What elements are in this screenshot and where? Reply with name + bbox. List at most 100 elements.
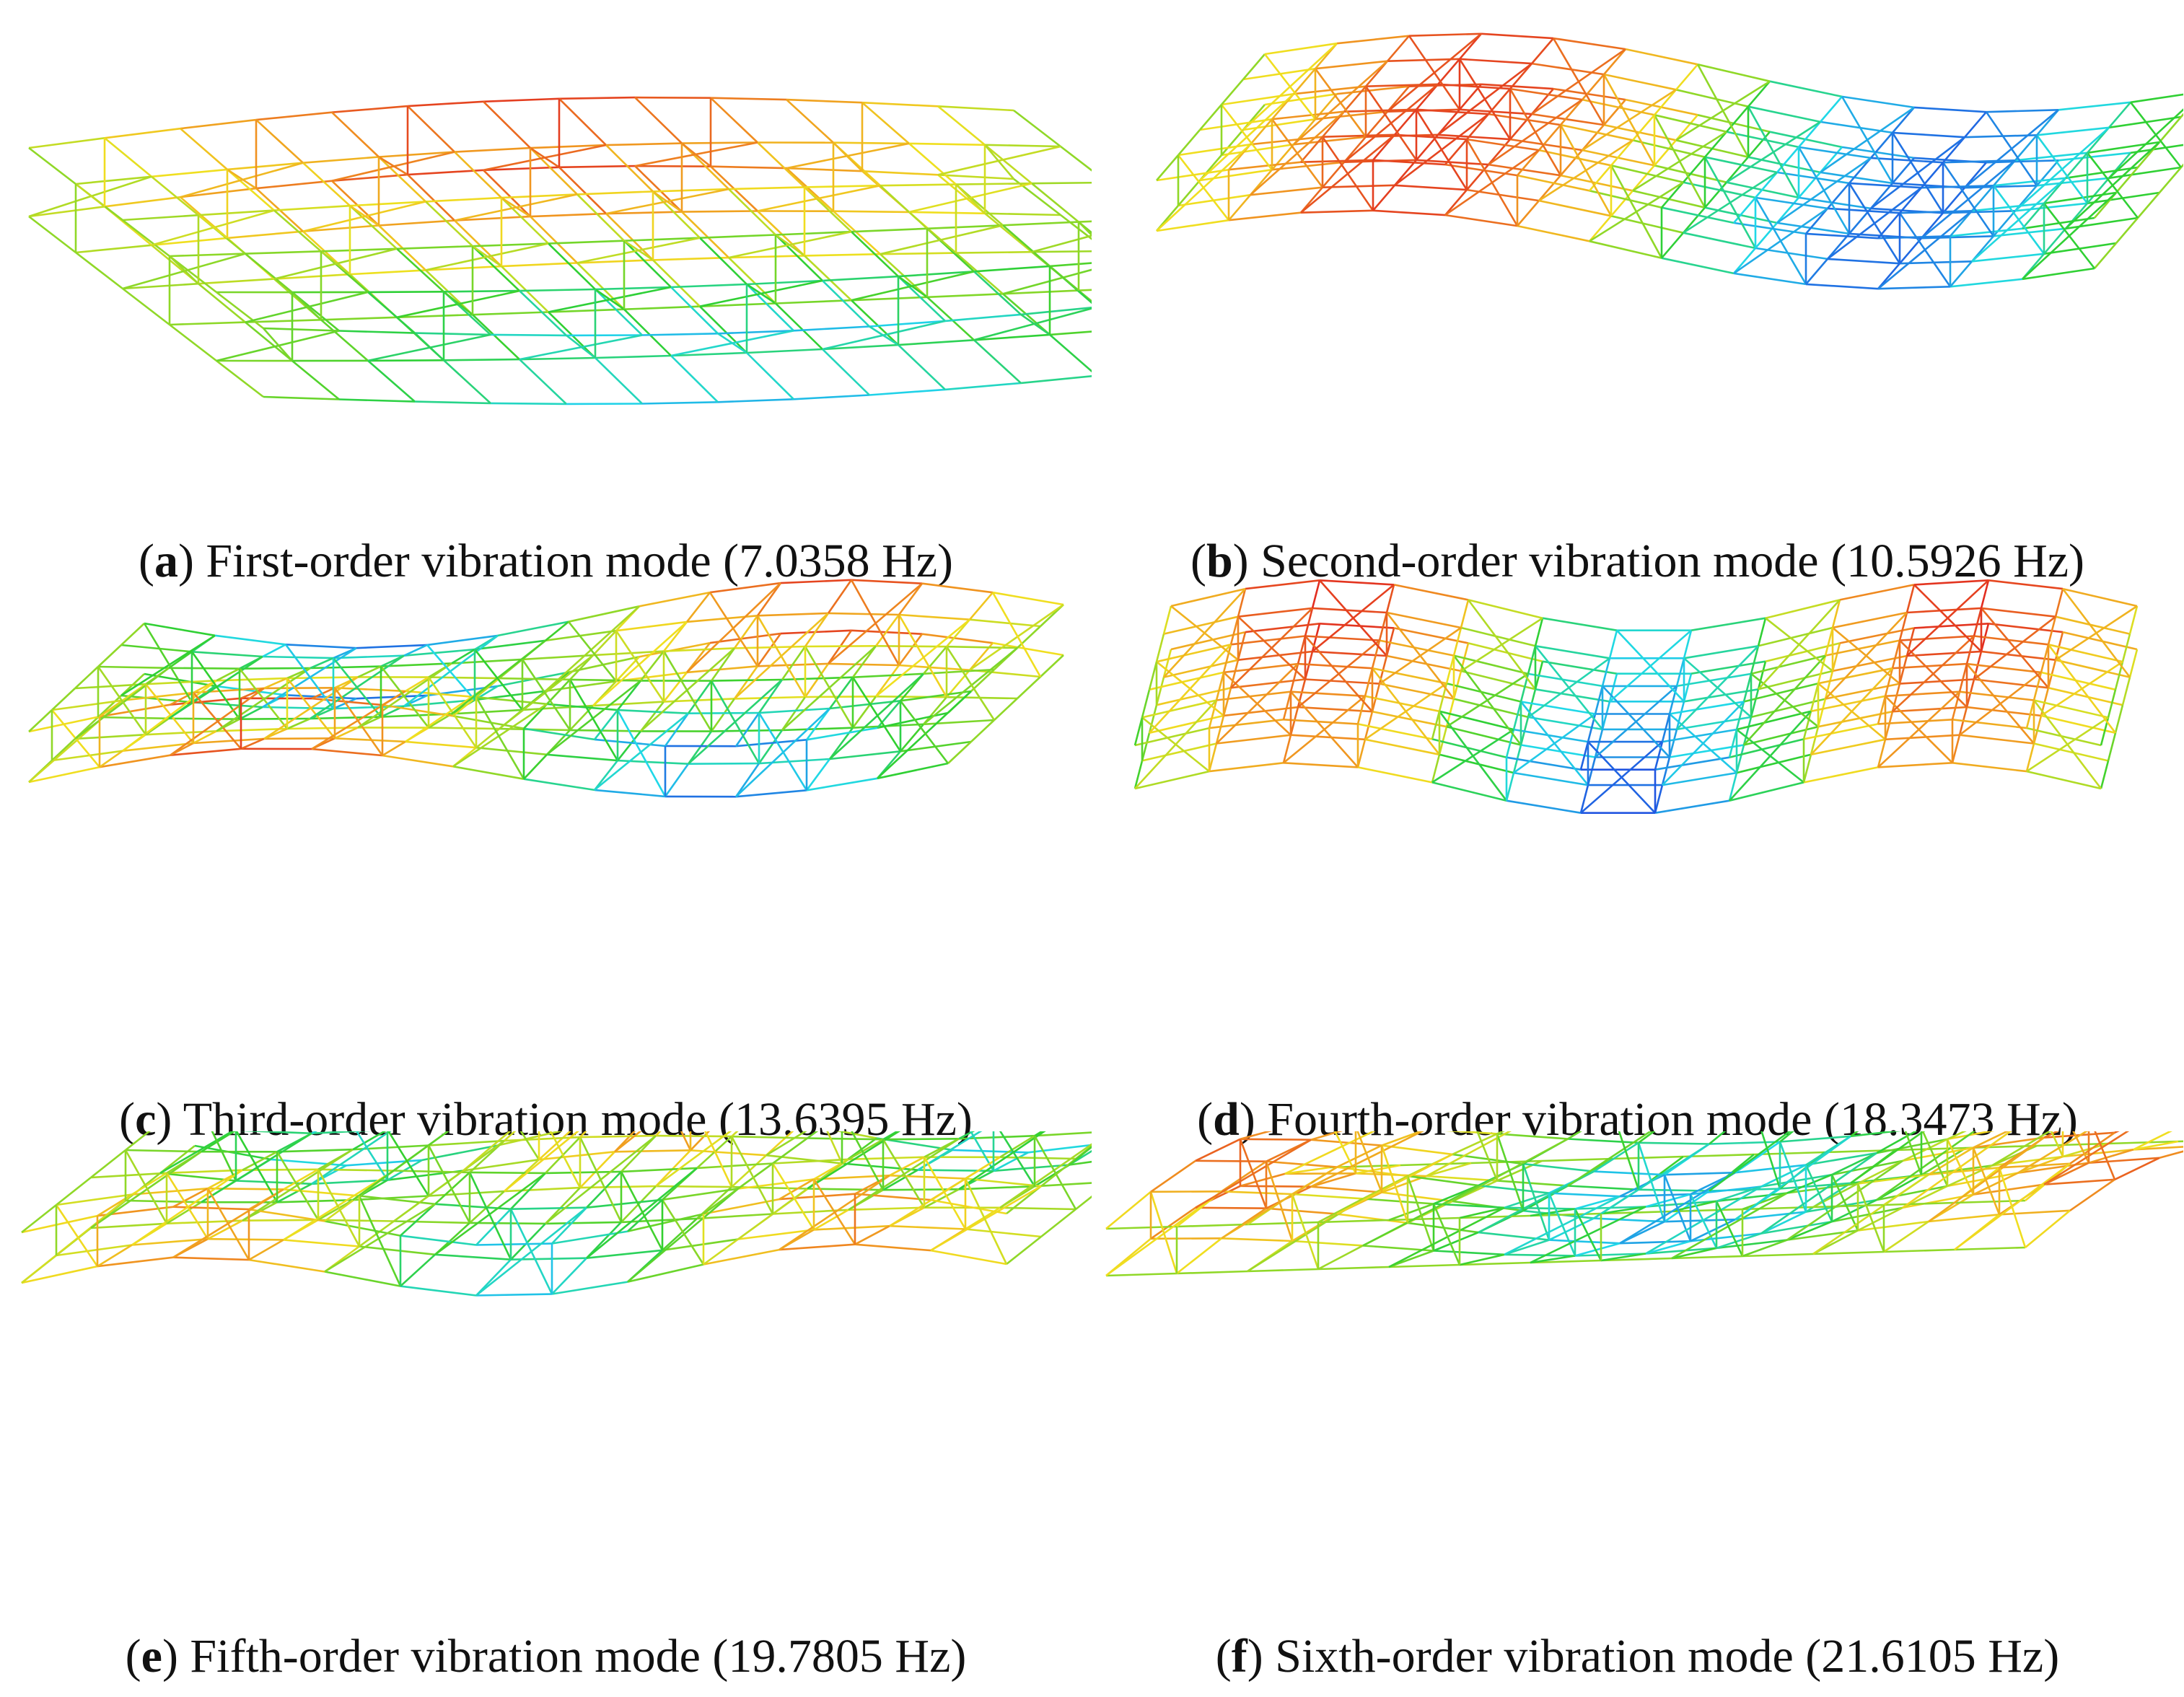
truss-member <box>1496 1180 1569 1187</box>
truss-member <box>74 666 99 689</box>
truss-member <box>1610 215 1684 234</box>
truss-member <box>937 105 986 146</box>
truss-member <box>545 1170 622 1175</box>
truss-member <box>2032 715 2043 744</box>
truss-member <box>227 230 304 240</box>
truss-member <box>2043 1162 2089 1185</box>
truss-member <box>558 96 636 100</box>
truss-member <box>198 283 246 323</box>
truss-member <box>172 1206 250 1211</box>
truss-member <box>1715 1201 1744 1257</box>
truss-member <box>2032 699 2102 789</box>
truss-member <box>1466 113 1489 140</box>
truss-member <box>276 1183 312 1203</box>
truss-member <box>262 706 334 710</box>
truss-member <box>1437 133 1511 141</box>
truss-member <box>908 211 986 215</box>
truss-member <box>1671 1247 1717 1260</box>
truss-member <box>1040 654 1064 678</box>
truss-member <box>302 162 351 207</box>
truss-member <box>593 760 619 791</box>
truss-member <box>1408 32 1482 37</box>
truss-member <box>159 1131 234 1175</box>
truss-member <box>169 323 217 362</box>
truss-member <box>984 212 1061 216</box>
truss-member <box>1216 734 1291 745</box>
truss-member <box>1381 1175 1427 1193</box>
truss-member <box>1610 165 1663 259</box>
truss-member <box>548 308 625 313</box>
truss-member <box>1078 220 1092 223</box>
truss-member <box>1265 1161 1294 1242</box>
truss-member <box>728 257 776 304</box>
truss-member <box>472 245 502 268</box>
truss-member <box>1747 106 1800 198</box>
truss-member <box>201 1131 237 1153</box>
truss-member <box>1237 615 1306 680</box>
truss-member <box>2043 227 2066 255</box>
truss-member <box>1892 131 1965 139</box>
truss-member <box>1676 672 1752 688</box>
truss-member <box>1388 1263 1460 1268</box>
truss-mode-a <box>28 96 1092 405</box>
truss-member <box>1372 184 1395 211</box>
truss-member <box>605 211 683 215</box>
truss-member <box>1637 1142 1666 1222</box>
truss-members-e <box>21 1131 1092 1297</box>
truss-member <box>74 733 146 740</box>
truss-member <box>1407 1175 1479 1187</box>
truss-member <box>639 701 665 732</box>
truss-member <box>616 680 642 711</box>
truss-member <box>1958 663 1968 693</box>
truss-member <box>945 646 996 721</box>
truss-member <box>1786 1173 1833 1194</box>
truss-member <box>352 1131 387 1151</box>
truss-member <box>1223 662 1299 674</box>
truss-member <box>125 1149 202 1153</box>
truss-member <box>451 648 475 665</box>
truss-member <box>193 687 265 694</box>
truss-member <box>1300 136 1323 163</box>
truss-member <box>999 1135 1035 1158</box>
truss-member <box>97 665 170 670</box>
truss-member <box>1992 185 2045 255</box>
truss-member <box>317 1169 361 1247</box>
truss-member <box>1883 1201 1955 1206</box>
truss-member <box>1445 655 1455 684</box>
truss-member <box>1534 618 1544 646</box>
truss-member <box>1765 599 1841 619</box>
truss-member <box>1459 1261 1531 1266</box>
truss-member <box>937 105 1014 112</box>
truss-member <box>898 613 970 621</box>
truss-member <box>104 137 152 177</box>
truss-member <box>190 651 241 720</box>
truss-member <box>1683 206 1706 234</box>
truss-member <box>2107 1140 2179 1145</box>
truss-members-a <box>28 96 1092 405</box>
truss-member <box>1228 161 1302 171</box>
truss-member <box>869 388 946 396</box>
truss-member <box>746 284 794 332</box>
truss-member <box>924 1188 960 1209</box>
truss-member <box>359 1195 436 1206</box>
truss-member <box>1600 1253 1646 1262</box>
truss-member <box>1343 85 1367 113</box>
truss-member <box>1664 1171 1736 1176</box>
truss-member <box>1653 114 1706 209</box>
truss-member <box>1221 92 1294 106</box>
truss-member <box>586 1167 698 1259</box>
truss-member <box>1242 118 1316 131</box>
truss-member <box>874 614 900 647</box>
truss-member <box>851 676 902 753</box>
truss-member <box>605 142 683 146</box>
truss-member <box>593 709 619 740</box>
truss-member <box>400 1253 436 1287</box>
truss-member <box>1468 642 1543 662</box>
truss-member <box>443 359 491 404</box>
truss-member <box>242 1219 319 1222</box>
truss-member <box>662 650 713 732</box>
truss-member <box>331 180 380 227</box>
truss-member <box>1531 113 1605 126</box>
truss-member <box>427 1144 471 1224</box>
truss-member <box>869 320 946 328</box>
